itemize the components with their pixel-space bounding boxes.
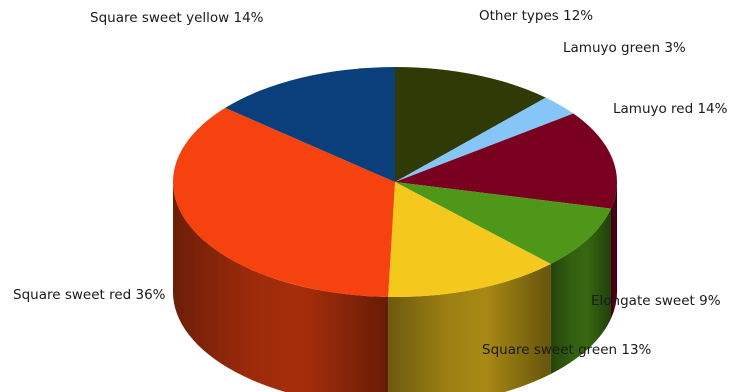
slice-label-square-sweet-yellow: Square sweet yellow 14% <box>90 10 264 26</box>
slice-side-shading-square-sweet-green <box>388 263 551 392</box>
slice-other-types <box>395 67 546 182</box>
slice-side-shading-lamuyo-red <box>610 182 617 319</box>
slice-elongate-sweet <box>395 182 611 264</box>
slice-square-sweet-yellow <box>225 67 395 182</box>
slice-lamuyo-red <box>395 113 617 209</box>
slice-label-square-sweet-green: Square sweet green 13% <box>482 342 652 358</box>
slice-square-sweet-green <box>388 182 551 297</box>
slice-label-lamuyo-green: Lamuyo green 3% <box>563 40 686 56</box>
slice-lamuyo-green <box>395 97 574 182</box>
slice-label-elongate-sweet: Elongate sweet 9% <box>591 293 721 309</box>
slice-label-other-types: Other types 12% <box>479 8 594 24</box>
slice-square-sweet-red <box>173 107 395 297</box>
slice-side-shading-square-sweet-red <box>173 182 389 392</box>
slice-label-lamuyo-red: Lamuyo red 14% <box>613 101 728 117</box>
slice-side-shading-elongate-sweet <box>550 208 611 374</box>
slice-label-square-sweet-red: Square sweet red 36% <box>13 287 166 303</box>
